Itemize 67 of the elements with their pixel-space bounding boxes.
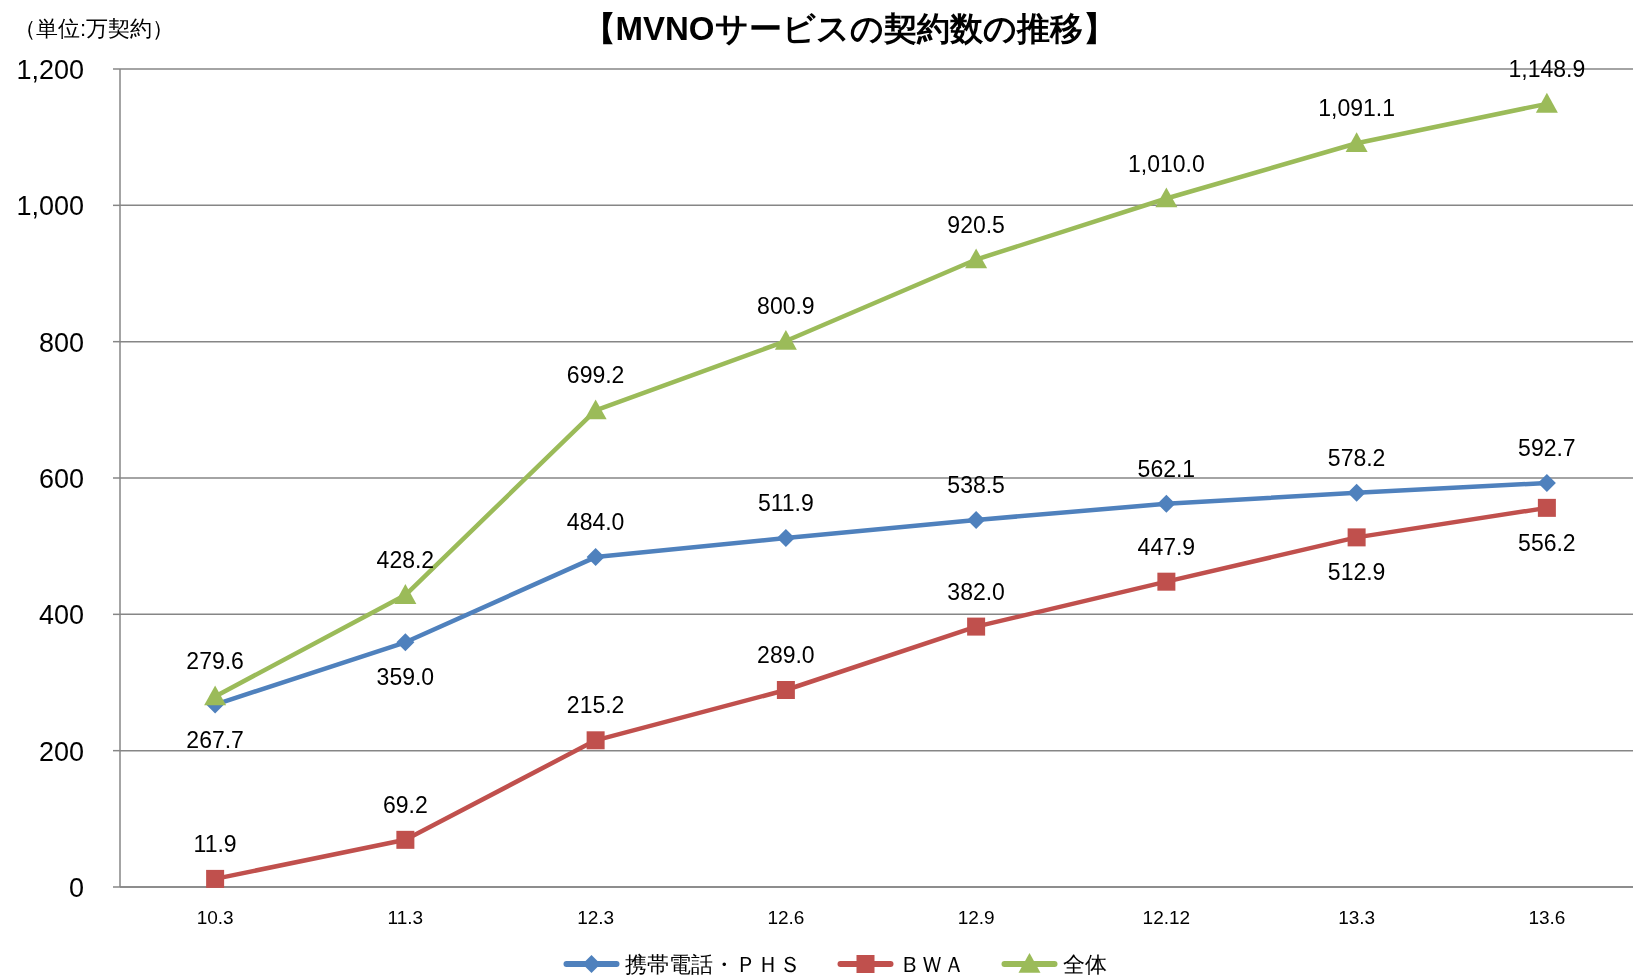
value-label: 1,148.9: [1508, 55, 1586, 82]
value-label: 289.0: [757, 642, 815, 668]
value-label: 447.9: [1137, 533, 1196, 560]
value-label: 592.7: [1518, 435, 1576, 461]
value-label: 562.1: [1137, 455, 1196, 482]
legend-label: 携帯電話・ＰＨＳ: [624, 952, 801, 977]
point: [1347, 528, 1366, 547]
point: [206, 869, 225, 888]
value-label: 279.6: [186, 648, 244, 675]
value-label: 699.2: [566, 362, 625, 389]
value-label: 69.2: [383, 791, 428, 818]
value-label: 11.9: [193, 830, 237, 857]
value-label: 1,010.0: [1128, 150, 1205, 177]
title: 【MVNOサービスの契約数の推移】: [582, 10, 1116, 47]
value-label: 512.9: [1327, 559, 1386, 586]
point: [967, 510, 986, 529]
point: [586, 731, 605, 750]
xtick: 12.9: [957, 907, 995, 928]
point: [967, 617, 986, 636]
point: [204, 685, 227, 706]
point: [1157, 572, 1176, 591]
point: [1535, 92, 1558, 113]
ytick: 800: [38, 327, 84, 358]
ytick: 1,200: [16, 55, 84, 85]
xtick: 12.12: [1142, 907, 1191, 928]
point: [584, 399, 607, 420]
point: [774, 330, 797, 350]
ylabel: （単位:万契約）: [14, 16, 175, 41]
point: [1345, 132, 1368, 153]
xtick: 13.3: [1338, 907, 1376, 928]
ytick: 0: [68, 873, 84, 903]
value-label: 578.2: [1327, 444, 1386, 471]
value-label: 511.9: [757, 490, 814, 517]
value-label: 484.0: [566, 509, 625, 536]
value-label: 800.9: [757, 293, 815, 320]
xtick: 13.6: [1528, 907, 1566, 928]
value-label: 382.0: [947, 578, 1005, 605]
point: [1157, 494, 1176, 513]
point: [965, 248, 988, 269]
point: [1537, 473, 1556, 492]
ytick: 400: [38, 600, 84, 631]
point: [776, 529, 795, 548]
value-label: 267.7: [186, 726, 244, 753]
value-label: 1,091.1: [1318, 95, 1395, 122]
point: [1537, 498, 1556, 517]
ytick: 600: [38, 464, 84, 494]
point: [1155, 187, 1178, 208]
xtick: 12.3: [577, 907, 615, 928]
legend-label: 全体: [1062, 952, 1107, 977]
ytick: 1,000: [16, 191, 84, 222]
xtick: 12.6: [767, 907, 805, 928]
value-label: 215.2: [566, 692, 625, 719]
point: [396, 633, 415, 652]
xtick: 10.3: [196, 907, 234, 928]
point: [776, 681, 795, 699]
ytick: 200: [38, 736, 84, 767]
value-label: 428.2: [376, 547, 435, 574]
point: [586, 548, 605, 567]
value-label: 556.2: [1518, 529, 1576, 556]
value-label: 538.5: [947, 471, 1005, 498]
value-label: 920.5: [947, 211, 1005, 238]
point: [394, 584, 417, 604]
value-label: 359.0: [376, 664, 435, 691]
point: [396, 830, 415, 849]
xtick: 11.3: [387, 907, 424, 928]
point: [1347, 483, 1366, 502]
legend-label: ＢＷＡ: [898, 952, 965, 977]
